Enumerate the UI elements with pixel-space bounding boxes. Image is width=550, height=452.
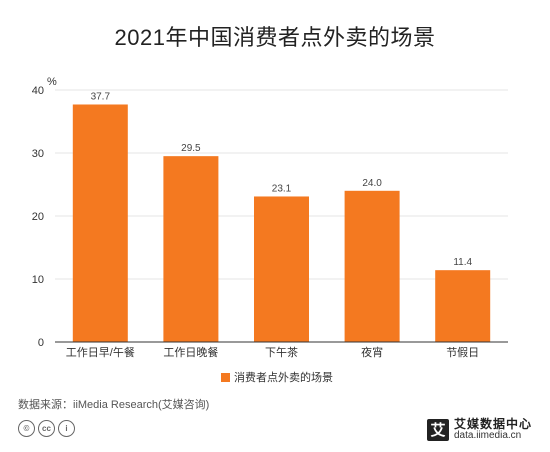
bar bbox=[254, 196, 309, 342]
x-tick-label: 夜宵 bbox=[361, 345, 383, 359]
logo-url: data.iimedia.cn bbox=[453, 429, 522, 441]
cc-icon: cc bbox=[38, 420, 55, 437]
y-tick-label: 30 bbox=[32, 148, 44, 160]
bar bbox=[163, 156, 219, 342]
x-tick-label: 工作日晚餐 bbox=[163, 345, 218, 359]
y-axis-unit: % bbox=[47, 76, 57, 88]
logo-icon: 艾 bbox=[426, 418, 449, 441]
y-tick-label: 10 bbox=[32, 274, 44, 286]
y-tick-label: 40 bbox=[32, 85, 44, 97]
bar bbox=[72, 104, 128, 343]
bar-value-label: 24.0 bbox=[362, 178, 382, 189]
x-tick-label: 下午茶 bbox=[265, 346, 298, 359]
chart-title: 2021年中国消费者点外卖的场景 bbox=[114, 25, 436, 50]
logo-name: 艾媒数据中心 bbox=[453, 417, 532, 431]
legend-label: 消费者点外卖的场景 bbox=[234, 370, 333, 384]
legend-swatch bbox=[221, 373, 230, 382]
cc-icon: © bbox=[18, 420, 35, 437]
source-note: 数据来源：iiMedia Research(艾媒咨询) bbox=[18, 399, 210, 411]
brand-logo: 艾 艾媒数据中心 data.iimedia.cn bbox=[426, 417, 532, 441]
x-tick-label: 工作日早/午餐 bbox=[66, 345, 135, 359]
bar-value-label: 37.7 bbox=[91, 91, 111, 102]
bar-value-label: 29.5 bbox=[181, 143, 201, 154]
y-tick-label: 0 bbox=[38, 337, 44, 349]
bar bbox=[344, 190, 400, 342]
bar-value-label: 11.4 bbox=[453, 257, 472, 268]
x-tick-label: 节假日 bbox=[446, 345, 479, 359]
bar-value-label: 23.1 bbox=[272, 183, 292, 194]
y-tick-label: 20 bbox=[32, 211, 44, 223]
by-icon: i bbox=[58, 420, 75, 437]
bar bbox=[435, 270, 491, 342]
license-icons: © cc i bbox=[18, 420, 75, 437]
